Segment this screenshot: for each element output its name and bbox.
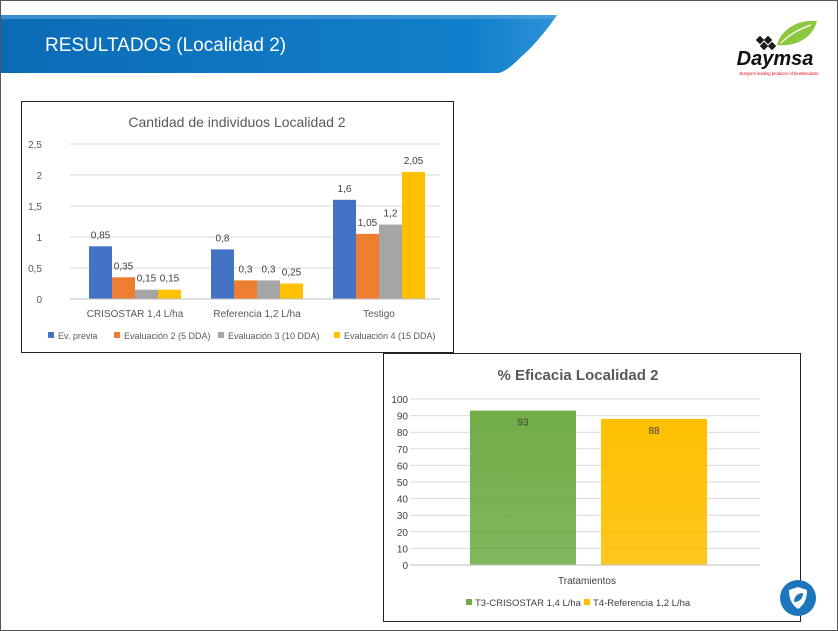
brand-tagline: Europe's leading producer of biostimulan… <box>739 71 818 76</box>
bar <box>89 246 112 299</box>
data-label: 1,6 <box>338 184 352 195</box>
data-label: 0,15 <box>160 274 180 285</box>
legend-swatch <box>466 599 472 605</box>
bar <box>402 171 425 299</box>
y-tick-label: 40 <box>397 495 409 506</box>
x-tick-label: Referencia 1,2 L/ha <box>213 309 301 320</box>
x-tick-label: Testigo <box>363 309 395 320</box>
legend-swatch <box>48 332 54 338</box>
bar <box>379 224 402 299</box>
data-label: 2,05 <box>404 156 424 167</box>
data-label: 0,3 <box>262 264 276 275</box>
legend-label: T4-Referencia 1,2 L/ha <box>593 598 691 609</box>
y-tick-label: 90 <box>397 412 409 423</box>
bar <box>470 410 576 565</box>
y-tick-label: 100 <box>391 395 408 406</box>
legend-label: Evaluación 3 (10 DDA) <box>228 331 320 341</box>
y-tick-label: 70 <box>397 445 409 456</box>
page-title: RESULTADOS (Localidad 2) <box>45 35 287 56</box>
y-tick-label: 0,5 <box>28 264 42 275</box>
legend-label: Evaluación 4 (15 DDA) <box>344 331 436 341</box>
bar <box>356 233 379 299</box>
chart-eficacia-svg: % Eficacia Localidad 2 0 10 20 30 40 50 60 70 80 9… <box>391 367 760 609</box>
bar <box>158 289 181 299</box>
bar <box>234 280 257 299</box>
y-tick-label: 20 <box>397 528 409 539</box>
chart-eficacia: % Eficacia Localidad 2 0 10 20 30 40 50 60 70 80 9… <box>383 353 801 622</box>
data-label: 93 <box>517 418 529 429</box>
y-tick-label: 1,5 <box>28 202 42 213</box>
legend-swatch <box>584 599 590 605</box>
y-tick-label: 0 <box>36 295 42 306</box>
data-label: 0,15 <box>137 274 157 285</box>
y-tick-label: 10 <box>397 544 409 555</box>
legend-label: Evaluación 2 (5 DDA) <box>124 331 211 341</box>
bar <box>211 249 234 299</box>
y-tick-label: 2 <box>36 171 42 182</box>
bar <box>112 277 135 299</box>
y-tick-label: 50 <box>397 478 409 489</box>
data-label: 0,25 <box>282 268 302 279</box>
y-tick-label: 30 <box>397 511 409 522</box>
bar <box>601 418 707 565</box>
data-label: 88 <box>648 426 660 437</box>
data-label: 0,3 <box>239 264 253 275</box>
y-tick-label: 80 <box>397 428 409 439</box>
chart-cantidad-individuos: Cantidad de individuos Localidad 2 0 0,5 1 1… <box>21 101 454 353</box>
bar <box>257 280 280 299</box>
y-tick-label: 2,5 <box>28 140 42 151</box>
legend-label: Ev. previa <box>58 331 97 341</box>
y-tick-label: 60 <box>397 461 409 472</box>
bar <box>333 199 356 299</box>
daymsa-logo: Daymsa Europe's leading producer of bios… <box>737 20 819 76</box>
header-banner <box>1 15 557 73</box>
legend-label: T3-CRISOSTAR 1,4 L/ha <box>475 598 582 609</box>
data-label: 0,35 <box>114 261 134 272</box>
brand-wordmark: Daymsa <box>737 48 814 70</box>
legend-swatch <box>114 332 120 338</box>
chart-title: Cantidad de individuos Localidad 2 <box>128 114 345 130</box>
data-label: 0,8 <box>216 233 230 244</box>
data-label: 1,2 <box>384 209 398 220</box>
y-tick-label: 1 <box>36 233 42 244</box>
y-tick-label: 0 <box>402 561 408 572</box>
legend-swatch <box>334 332 340 338</box>
chart-title: % Eficacia Localidad 2 <box>498 367 659 384</box>
data-label: 0,85 <box>91 230 111 241</box>
shield-leaf-icon[interactable] <box>779 579 817 617</box>
data-label: 1,05 <box>358 218 378 229</box>
bar <box>280 283 303 299</box>
legend-swatch <box>218 332 224 338</box>
chart-cantidad-svg: Cantidad de individuos Localidad 2 0 0,5 1 1… <box>28 114 440 341</box>
bar <box>135 289 158 299</box>
x-tick-label: CRISOSTAR 1,4 L/ha <box>87 309 184 320</box>
x-axis-title: Tratamientos <box>558 576 616 587</box>
